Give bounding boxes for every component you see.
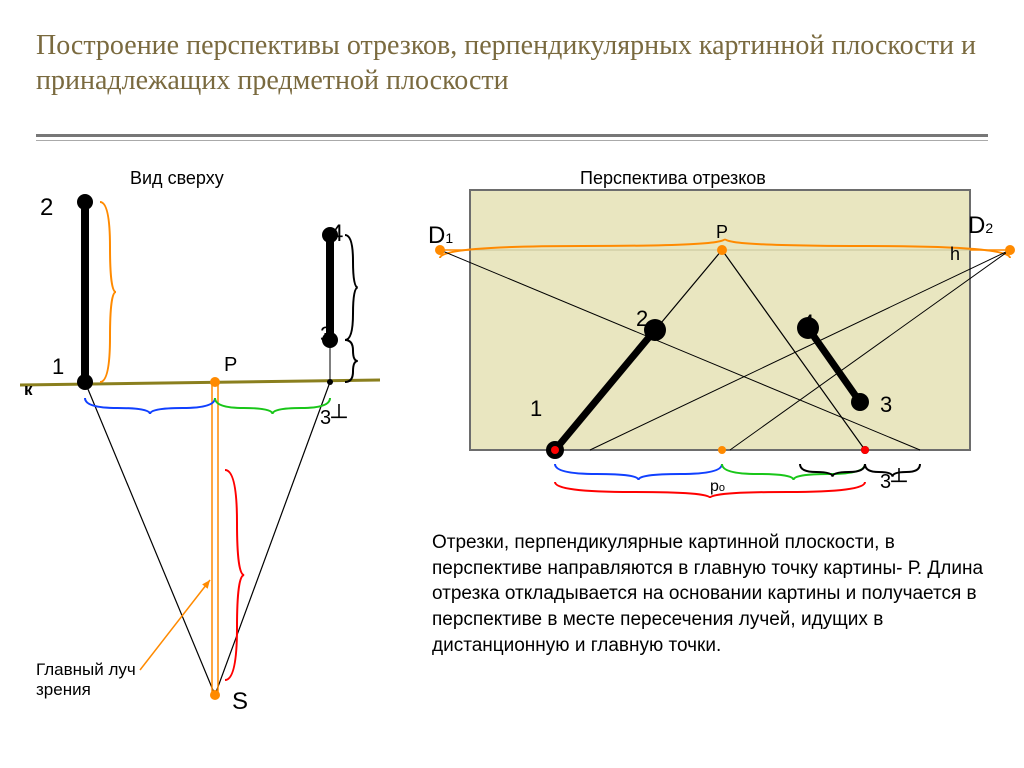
label-1-left: 1 bbox=[52, 354, 64, 380]
label-3perp-left: 3┴ bbox=[320, 404, 347, 430]
label-P-right: Р bbox=[716, 222, 728, 243]
title-rule-light bbox=[36, 140, 988, 141]
label-4-left: 4 bbox=[330, 220, 343, 248]
left-diagram bbox=[20, 160, 420, 720]
label-p0: ро bbox=[710, 478, 725, 496]
label-h: h bbox=[950, 244, 960, 265]
label-P-left: Р bbox=[224, 354, 237, 377]
label-3-left: 3 bbox=[320, 322, 332, 348]
label-D1: D1 bbox=[428, 222, 453, 250]
label-k: к bbox=[24, 380, 33, 400]
caption-main-ray: Главный луч зрения bbox=[36, 660, 166, 701]
label-S: S bbox=[232, 688, 248, 716]
label-3perp-right: 3┴ bbox=[880, 468, 907, 494]
label-1-right: 1 bbox=[530, 396, 542, 422]
title-rule-heavy bbox=[36, 134, 988, 137]
label-3-right: 3 bbox=[880, 392, 892, 418]
right-diagram bbox=[420, 170, 1020, 500]
slide-title: Построение перспективы отрезков, перпенд… bbox=[36, 28, 988, 98]
label-D2: D2 bbox=[968, 212, 993, 240]
label-4-right: 4 bbox=[802, 310, 814, 336]
label-2-right: 2 bbox=[636, 306, 648, 332]
label-2-left: 2 bbox=[40, 194, 53, 222]
body-text: Отрезки, перпендикулярные картинной плос… bbox=[432, 530, 988, 658]
